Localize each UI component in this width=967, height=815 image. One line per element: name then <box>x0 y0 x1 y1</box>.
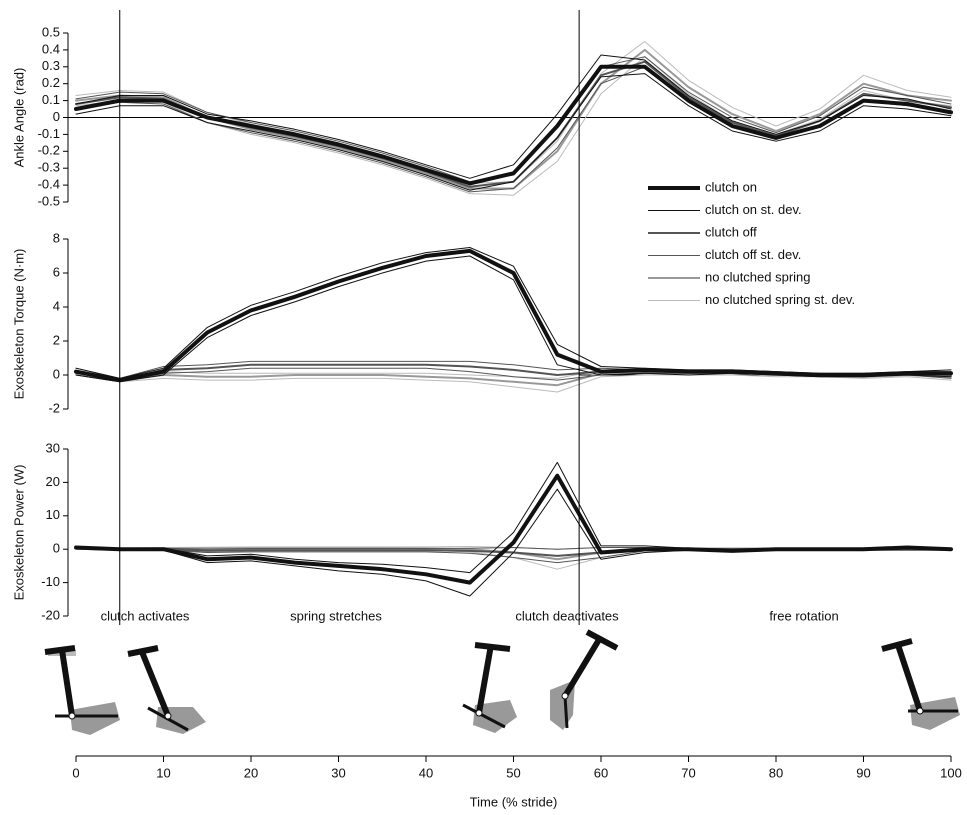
x-tick-label: 30 <box>331 765 345 780</box>
series-line <box>74 64 953 186</box>
st-dev-line <box>75 374 952 393</box>
x-tick-label: 0 <box>72 765 79 780</box>
y-tick-label: 0.2 <box>42 75 60 90</box>
y-tick-label: 0.1 <box>42 92 60 107</box>
y-tick-label: 0.3 <box>42 58 60 73</box>
st-dev-line <box>75 73 952 191</box>
y-tick-label: -0.5 <box>38 193 60 208</box>
legend-label: clutch off st. dev. <box>705 247 801 262</box>
y-tick-label: 2 <box>53 332 60 347</box>
y-tick-label: -0.3 <box>38 160 60 175</box>
y-tick-label: 0 <box>53 109 60 124</box>
y-axis-label: Exoskeleton Power (W) <box>11 465 26 601</box>
y-tick-label: 0.4 <box>42 41 60 56</box>
y-tick-label: -0.1 <box>38 126 60 141</box>
x-axis-label: Time (% stride) <box>470 794 558 809</box>
y-tick-label: 0 <box>53 541 60 556</box>
x-tick-label: 20 <box>244 765 258 780</box>
foot-icon <box>550 629 619 730</box>
x-tick-label: 40 <box>419 765 433 780</box>
st-dev-line <box>75 461 952 574</box>
y-tick-label: 0.5 <box>42 24 60 39</box>
y-tick-label: -10 <box>41 574 60 589</box>
series-line <box>74 248 953 383</box>
y-tick-label: -20 <box>41 607 60 622</box>
y-tick-label: 6 <box>53 264 60 279</box>
y-tick-label: 30 <box>46 440 60 455</box>
y-tick-label: -0.2 <box>38 143 60 158</box>
foot-icon <box>127 645 206 734</box>
x-tick-label: 90 <box>856 765 870 780</box>
x-tick-label: 70 <box>681 765 695 780</box>
legend-label: clutch off <box>705 224 757 239</box>
x-tick-label: 100 <box>940 765 962 780</box>
legend-label: no clutched spring st. dev. <box>705 292 855 307</box>
y-tick-label: 20 <box>46 474 60 489</box>
foot-icons <box>44 629 960 735</box>
x-tick-label: 80 <box>769 765 783 780</box>
foot-icon <box>44 645 120 735</box>
y-axis-label: Ankle Angle (rad) <box>11 68 26 168</box>
foot-icon <box>462 642 517 733</box>
x-tick-label: 10 <box>156 765 170 780</box>
phase-label: clutch deactivates <box>515 608 619 623</box>
y-tick-label: -0.4 <box>38 177 60 192</box>
x-tick-label: 50 <box>506 765 520 780</box>
foot-icon <box>881 638 960 730</box>
phase-label: spring stretches <box>290 608 382 623</box>
st-dev-line <box>75 247 952 379</box>
legend-label: clutch on st. dev. <box>705 202 802 217</box>
legend-label: clutch on <box>705 179 757 194</box>
series-line <box>74 473 953 585</box>
phase-label: clutch activates <box>101 608 190 623</box>
st-dev-line <box>75 56 952 196</box>
series-line <box>75 363 952 382</box>
phase-label: free rotation <box>769 608 838 623</box>
st-dev-line <box>75 54 952 179</box>
y-tick-label: 4 <box>53 298 60 313</box>
legend-label: no clutched spring <box>705 269 811 284</box>
x-tick-label: 60 <box>594 765 608 780</box>
y-tick-label: -2 <box>48 400 60 415</box>
y-tick-label: 0 <box>53 366 60 381</box>
y-tick-label: 10 <box>46 507 60 522</box>
y-axis-label: Exoskeleton Torque (N·m) <box>11 249 26 400</box>
y-tick-label: 8 <box>53 230 60 245</box>
